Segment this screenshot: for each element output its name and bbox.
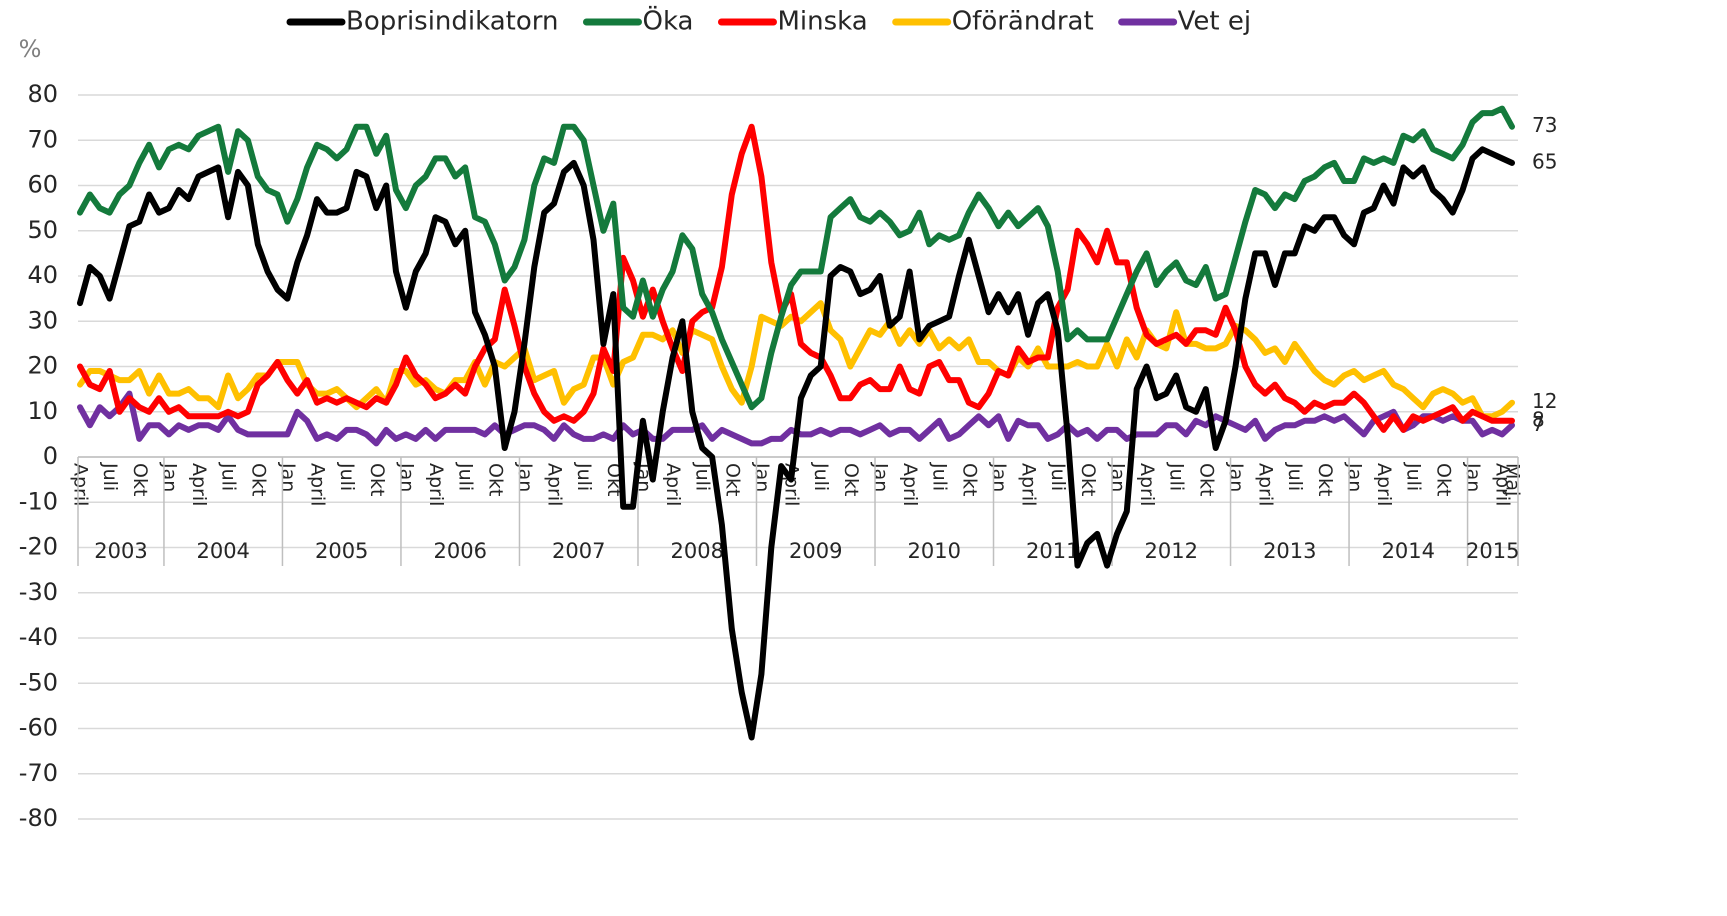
end-value-label: 7 (1532, 412, 1545, 436)
x-tick-label: Juli (99, 462, 121, 491)
x-tick-label: Jan (158, 462, 180, 492)
x-tick-label: April (1492, 463, 1514, 506)
x-tick-label: Jan (869, 462, 891, 492)
year-label: 2006 (433, 539, 486, 563)
year-label: 2005 (315, 539, 368, 563)
legend-label: Minska (777, 7, 867, 37)
legend-label: Vet ej (1178, 7, 1251, 37)
x-tick-label: Jan (514, 462, 536, 492)
year-label: 2003 (94, 539, 147, 563)
x-tick-label: April (70, 463, 92, 506)
x-tick-label: Maj (1502, 463, 1524, 496)
x-tick-label: Juli (810, 462, 832, 491)
end-value-label: 65 (1532, 149, 1557, 173)
y-tick-label: 70 (27, 125, 58, 153)
x-tick-label: Okt (1195, 463, 1217, 496)
y-tick-label: -70 (19, 759, 58, 787)
x-tick-label: Okt (958, 463, 980, 496)
y-tick-label: -40 (19, 623, 58, 651)
end-value-label: 73 (1532, 113, 1557, 137)
y-tick-label: 50 (27, 216, 58, 244)
x-tick-label: Okt (366, 463, 388, 496)
year-label: 2012 (1145, 539, 1198, 563)
x-tick-label: April (1255, 463, 1277, 506)
x-tick-label: April (425, 463, 447, 506)
end-value-label: 12 (1532, 389, 1557, 413)
year-label: 2013 (1263, 539, 1316, 563)
x-tick-label: Okt (247, 463, 269, 496)
x-tick-label: Jan (1225, 462, 1247, 492)
x-tick-label: April (188, 463, 210, 506)
x-tick-label: Juli (929, 462, 951, 491)
y-axis-label: % (19, 35, 42, 63)
x-tick-label: Jan (395, 462, 417, 492)
x-tick-label: Jan (988, 462, 1010, 492)
x-tick-label: Juli (1047, 462, 1069, 491)
x-tick-label: Jan (1462, 462, 1484, 492)
x-tick-label: Juli (1403, 462, 1425, 491)
x-tick-label: Jan (277, 462, 299, 492)
end-value-label: 8 (1532, 407, 1545, 431)
x-tick-label: Okt (721, 463, 743, 496)
y-tick-label: 0 (43, 442, 58, 470)
x-tick-label: April (307, 463, 329, 506)
x-tick-label: Okt (484, 463, 506, 496)
x-tick-label: Juli (1166, 462, 1188, 491)
x-tick-label: Juli (218, 462, 240, 491)
y-tick-label: -30 (19, 578, 58, 606)
x-tick-label: Okt (1314, 463, 1336, 496)
y-tick-label: -10 (19, 487, 58, 515)
legend-label: Oförändrat (952, 7, 1094, 37)
y-tick-label: -50 (19, 668, 58, 696)
x-tick-label: Jan (1343, 462, 1365, 492)
x-tick-label: Okt (129, 463, 151, 496)
y-tick-label: -20 (19, 533, 58, 561)
legend-label: Boprisindikatorn (346, 7, 558, 37)
series-line (77, 146, 1515, 741)
year-label: 2008 (671, 539, 724, 563)
year-label: 2014 (1382, 539, 1435, 563)
x-tick-label: Jan (751, 462, 773, 492)
y-tick-label: 10 (27, 397, 58, 425)
series-line (77, 105, 1515, 411)
x-tick-label: Okt (1432, 463, 1454, 496)
x-tick-label: April (662, 463, 684, 506)
year-label: 2009 (789, 539, 842, 563)
x-tick-label: April (1136, 463, 1158, 506)
x-tick-label: Jan (1106, 462, 1128, 492)
x-tick-label: Okt (840, 463, 862, 496)
y-tick-label: 20 (27, 352, 58, 380)
year-label: 2004 (196, 539, 249, 563)
x-tick-label: Okt (1077, 463, 1099, 496)
series-line (77, 123, 1515, 433)
x-tick-label: April (899, 463, 921, 506)
x-tick-label: Juli (573, 462, 595, 491)
x-tick-label: April (1018, 463, 1040, 506)
y-tick-label: -80 (19, 804, 58, 832)
year-label: 2007 (552, 539, 605, 563)
x-tick-label: Juli (1284, 462, 1306, 491)
x-tick-label: April (544, 463, 566, 506)
y-tick-label: -60 (19, 714, 58, 742)
x-tick-label: Juli (336, 462, 358, 491)
x-tick-label: Juli (455, 462, 477, 491)
y-tick-label: 30 (27, 306, 58, 334)
x-tick-label: Juli (692, 462, 714, 491)
y-tick-label: 40 (27, 261, 58, 289)
year-label: 2011 (1026, 539, 1079, 563)
x-tick-label: April (1373, 463, 1395, 506)
legend-label: Öka (642, 5, 693, 37)
year-label: 2010 (908, 539, 961, 563)
y-tick-label: 80 (27, 80, 58, 108)
year-label: 2015 (1466, 539, 1519, 563)
y-tick-label: 60 (27, 171, 58, 199)
